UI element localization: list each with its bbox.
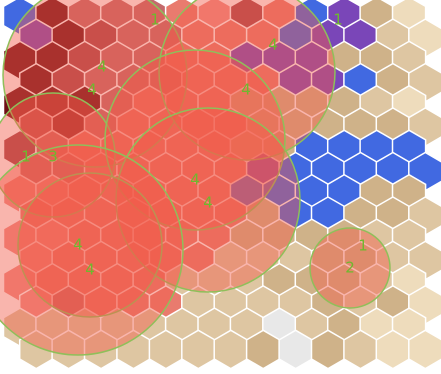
bubble-label: 4: [85, 261, 95, 279]
bubble-label: 1: [21, 148, 31, 166]
bubble-circle: [0, 92, 116, 218]
bubble-label: 4: [97, 58, 107, 76]
bubble-label: 3: [48, 148, 58, 166]
bubble-circle: [0, 144, 184, 356]
bubble-circle: [17, 172, 163, 318]
bubble-label: 4: [87, 81, 97, 99]
hex-cell: [408, 329, 441, 370]
bubble-label: 2: [345, 259, 355, 277]
bubble-label: 4: [73, 236, 83, 254]
bubble-circle: [104, 49, 286, 231]
bubble-circle: [2, 0, 188, 168]
bubble-label: 4: [203, 194, 213, 212]
bubble-circle: [158, 0, 336, 161]
bubble-label: 1: [333, 11, 343, 29]
bubble-overlay: [0, 0, 391, 356]
bubble-label: 4: [268, 36, 278, 54]
bubble-circle: [309, 227, 391, 309]
bubble-label: 1: [358, 237, 368, 255]
bubble-label: 4: [190, 171, 200, 189]
bubble-label: 1: [150, 11, 160, 29]
bubble-label: 4: [241, 81, 251, 99]
